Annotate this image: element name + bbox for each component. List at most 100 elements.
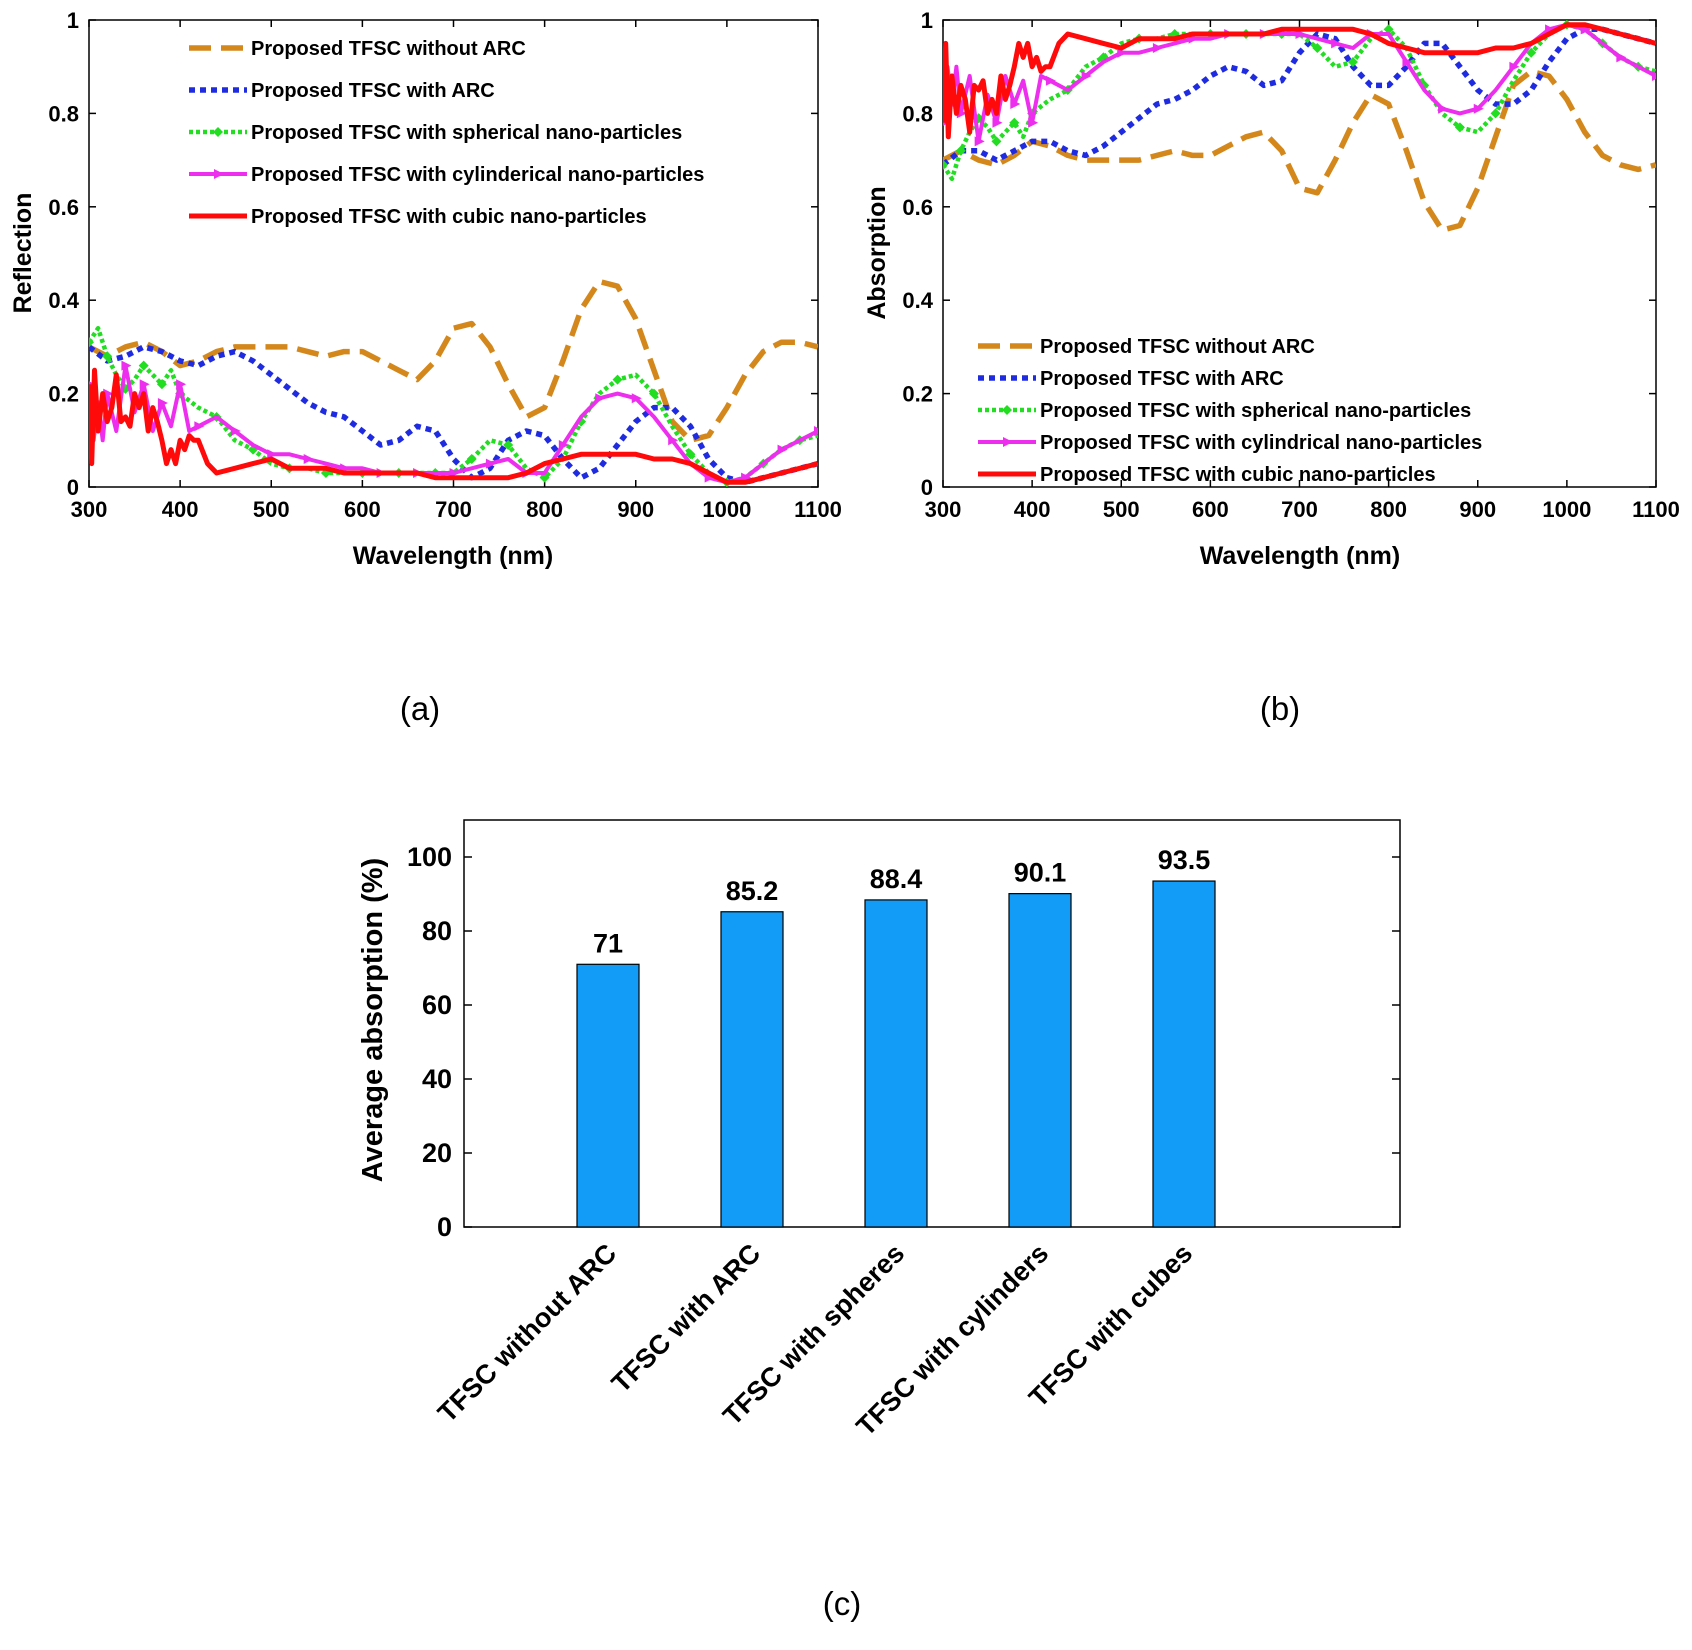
series-marker — [1312, 43, 1323, 54]
series-marker — [1010, 99, 1021, 110]
series-marker — [1509, 61, 1520, 72]
y-tick-label: 0.6 — [902, 195, 933, 220]
series-marker — [102, 351, 113, 362]
series-marker — [1347, 57, 1358, 68]
series-marker — [1009, 117, 1020, 128]
panel-label: (a) — [400, 690, 440, 727]
legend-entry: Proposed TFSC with cubic nano-particles — [1040, 464, 1436, 486]
bar — [720, 911, 784, 1228]
series-marker — [213, 127, 223, 137]
x-tick-label: 1100 — [1632, 497, 1680, 522]
x-tick-label: 500 — [253, 497, 290, 522]
series-marker — [955, 145, 966, 156]
y-tick-label: 0.4 — [48, 288, 79, 313]
bar-data-label: 88.4 — [870, 864, 923, 894]
series-line — [943, 22, 1656, 140]
series-marker — [558, 439, 569, 450]
y-tick-label: 1 — [921, 8, 933, 33]
series-group — [943, 68, 1656, 233]
legend-entry: Proposed TFSC with ARC — [1040, 368, 1284, 390]
absorption-chart: Wavelength (nm) Absorption (b) 300 400 500… — [863, 8, 1680, 727]
series-marker — [991, 136, 1002, 147]
series-marker — [956, 108, 967, 119]
y-axis-label: Average absorption (%) — [357, 858, 389, 1182]
x-tick-label: 1000 — [702, 497, 751, 522]
legend-entry: Proposed TFSC with cylinderical nano-par… — [251, 164, 704, 186]
bar-data-label: 93.5 — [1158, 845, 1211, 875]
series-marker — [1383, 24, 1394, 35]
average-absorption-bar-chart: Average absorption (%) (c) 0 20 40 60 80 100 7… — [357, 819, 1401, 1622]
series-marker — [1490, 108, 1501, 119]
x-tick-label: 600 — [344, 497, 381, 522]
x-axis-label: Wavelength (nm) — [353, 542, 553, 570]
series-marker — [139, 379, 150, 390]
series-marker — [648, 388, 659, 399]
bar — [1008, 893, 1072, 1228]
legend: Proposed TFSC without ARC Proposed TFSC w… — [978, 336, 1482, 486]
series-marker — [103, 388, 114, 399]
x-tick-label: 800 — [1370, 497, 1407, 522]
y-tick-label: 40 — [422, 1064, 452, 1094]
x-tick-label: 700 — [435, 497, 472, 522]
series-marker — [1003, 437, 1013, 447]
y-tick-label: 0 — [67, 475, 79, 500]
reflection-chart: Wavelength (nm) Reflection (a) 300 400 500… — [9, 8, 842, 727]
x-tick-label: 700 — [1281, 497, 1318, 522]
bar-data-label: 90.1 — [1014, 858, 1067, 888]
series-marker — [194, 421, 205, 432]
x-category-label: TFSC with cubes — [1023, 1238, 1198, 1413]
bar — [576, 963, 640, 1228]
series-group — [89, 367, 818, 485]
series-marker — [685, 449, 696, 460]
legend-entry: Proposed TFSC with cylindrical nano-part… — [1040, 432, 1482, 454]
series-marker — [1545, 24, 1556, 35]
series-marker — [1473, 103, 1484, 114]
legend: Proposed TFSC without ARC Proposed TFSC w… — [189, 38, 704, 228]
series-group — [89, 344, 818, 486]
legend-entry: Proposed TFSC with spherical nano-partic… — [251, 122, 682, 144]
series-marker — [214, 169, 224, 179]
x-category-label: TFSC with ARC — [606, 1238, 767, 1399]
y-tick-label: 0.2 — [902, 382, 933, 407]
series-marker — [814, 425, 818, 436]
x-tick-label: 400 — [162, 497, 199, 522]
series-marker — [1081, 71, 1092, 82]
x-tick-label: 900 — [617, 497, 654, 522]
series-marker — [668, 435, 679, 446]
series-marker — [267, 449, 278, 460]
y-tick-label: 100 — [407, 842, 452, 872]
series-line — [89, 367, 818, 485]
series-marker — [303, 453, 314, 464]
panel-label: (b) — [1260, 690, 1300, 727]
series-marker — [539, 472, 550, 483]
series-group — [943, 26, 1656, 167]
series-marker — [1045, 75, 1056, 86]
x-tick-label: 800 — [526, 497, 563, 522]
series-marker — [1002, 405, 1012, 415]
x-tick-label: 300 — [71, 497, 108, 522]
legend-entry: Proposed TFSC with spherical nano-partic… — [1040, 400, 1471, 422]
bar-data-label: 71 — [593, 928, 623, 958]
series-marker — [138, 360, 149, 371]
series-marker — [1152, 43, 1163, 54]
series-marker — [466, 453, 477, 464]
y-tick-label: 0.8 — [902, 101, 933, 126]
x-axis-label: Wavelength (nm) — [1200, 542, 1400, 570]
series-marker — [230, 425, 241, 436]
series-marker — [992, 117, 1003, 128]
x-category-label: TFSC without ARC — [432, 1238, 622, 1428]
series-marker — [1028, 117, 1039, 128]
x-tick-label: 900 — [1459, 497, 1496, 522]
series-marker — [121, 360, 132, 371]
y-tick-label: 0 — [921, 475, 933, 500]
bar-data-label: 85.2 — [726, 876, 779, 906]
series-marker — [1454, 122, 1465, 133]
series-line — [89, 344, 818, 486]
series-marker — [943, 159, 948, 170]
series-marker — [1117, 47, 1128, 58]
series-marker — [176, 379, 187, 390]
x-tick-label: 500 — [1103, 497, 1140, 522]
y-tick-label: 0.6 — [48, 195, 79, 220]
series-marker — [503, 439, 514, 450]
x-tick-label: 300 — [925, 497, 962, 522]
